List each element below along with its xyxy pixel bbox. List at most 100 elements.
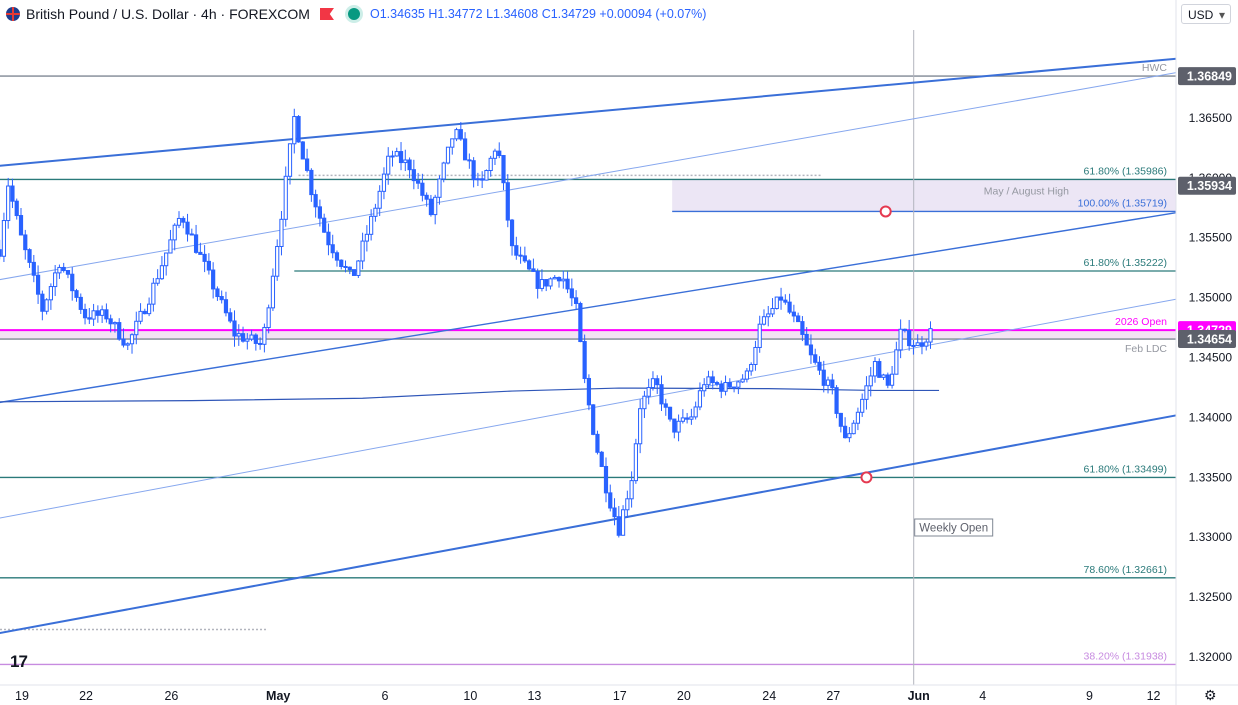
candle-body: [134, 320, 139, 336]
candle-body: [907, 330, 912, 347]
market-status-icon[interactable]: [347, 8, 360, 20]
candle-body: [108, 318, 113, 325]
candle-body: [155, 278, 160, 284]
candle-body: [825, 379, 831, 386]
candle-body: [505, 182, 510, 221]
candle-body: [744, 370, 749, 380]
time-axis-bg: [0, 685, 1238, 705]
candle-body: [774, 296, 779, 310]
candle-body: [270, 275, 276, 309]
candle-body: [112, 322, 118, 325]
candle-body: [770, 308, 775, 315]
candle-body: [480, 178, 485, 181]
candle-body: [565, 278, 570, 290]
candle-body: [129, 334, 135, 345]
candle-body: [757, 323, 762, 348]
symbol-title[interactable]: British Pound / U.S. Dollar · 4h · FOREX…: [26, 6, 310, 22]
y-tick-label: 1.33500: [1189, 470, 1233, 484]
candle-body: [591, 404, 596, 435]
currency-dropdown[interactable]: USD: [1181, 4, 1231, 25]
candle-body: [697, 390, 703, 408]
candle-body: [193, 234, 199, 253]
candle-body: [492, 150, 498, 159]
candle-body: [317, 206, 322, 219]
price-axis-bg: [1176, 0, 1238, 705]
candle-body: [501, 155, 506, 184]
candle-body: [369, 215, 374, 235]
candle-body: [296, 116, 301, 143]
moving-average-layer: [0, 387, 940, 403]
candle-body: [100, 309, 105, 316]
candle-body: [616, 516, 621, 536]
price-badge-label-3: 1.34654: [1187, 333, 1232, 347]
candle-body: [706, 376, 711, 386]
candle-body: [868, 375, 873, 387]
candle-body: [258, 342, 263, 345]
candle-body: [287, 143, 293, 177]
candle-body: [689, 416, 694, 420]
candle-body: [441, 162, 446, 180]
candle-body: [843, 425, 848, 439]
level-label-7: 78.60% (1.32661): [1084, 564, 1167, 576]
candle-body: [655, 378, 660, 386]
candle-body: [458, 129, 463, 140]
candle-body: [514, 245, 519, 256]
candle-body: [877, 361, 882, 378]
candle-body: [228, 312, 233, 322]
level-label-5: Feb LDC: [1125, 343, 1167, 355]
candle-body: [454, 129, 459, 140]
candle-body: [6, 185, 11, 222]
candle-body: [377, 190, 382, 209]
candle-body: [766, 313, 771, 318]
chart-header: British Pound / U.S. Dollar · 4h · FOREX…: [6, 4, 706, 24]
x-tick-label: 4: [979, 689, 986, 703]
change-value: +0.00094 (+0.07%): [599, 7, 707, 21]
level-label-4: 2026 Open: [1115, 316, 1167, 328]
candle-body: [398, 151, 404, 164]
candle-body: [279, 218, 284, 247]
candle-body: [198, 251, 203, 255]
x-tick-label: 26: [164, 689, 178, 703]
flag-marker-icon[interactable]: [319, 8, 334, 20]
level-label-0: HWC: [1142, 62, 1167, 74]
candle-body: [117, 322, 122, 340]
candle-body: [595, 433, 600, 453]
candle-body: [172, 224, 177, 241]
candle-body: [104, 309, 109, 320]
x-tick-label: 13: [527, 689, 541, 703]
candle-body: [14, 200, 19, 217]
candle-body: [509, 219, 515, 247]
candle-body: [356, 260, 361, 276]
candle-body: [262, 326, 267, 345]
candle-body: [61, 266, 66, 272]
candle-body: [189, 233, 194, 236]
moving-average-line: [0, 387, 940, 403]
tradingview-logo: 17: [10, 652, 28, 671]
candle-body: [339, 259, 344, 267]
y-tick-label: 1.34500: [1189, 351, 1233, 365]
candle-body: [569, 288, 574, 299]
channel-line-upper: [0, 56, 1186, 167]
candle-body: [625, 498, 630, 511]
gear-icon[interactable]: ⚙: [1204, 687, 1217, 703]
candle-body: [373, 207, 378, 217]
candle-body: [787, 301, 792, 313]
markers-layer: [860, 205, 892, 484]
candle-body: [223, 299, 229, 314]
candle-body: [902, 328, 907, 332]
candle-body: [176, 217, 182, 226]
y-tick-label: 1.35500: [1189, 231, 1233, 245]
candle-body: [539, 279, 545, 289]
candle-body: [27, 249, 32, 263]
x-tick-label: Jun: [908, 689, 930, 703]
candle-body: [40, 293, 45, 312]
candle-body: [860, 398, 865, 413]
candle-body: [70, 273, 75, 292]
candle-body: [292, 116, 297, 145]
candle-body: [326, 231, 331, 246]
candle-body: [796, 315, 801, 323]
candle-body: [723, 382, 728, 392]
x-tick-label: 27: [826, 689, 840, 703]
candle-body: [168, 239, 173, 254]
